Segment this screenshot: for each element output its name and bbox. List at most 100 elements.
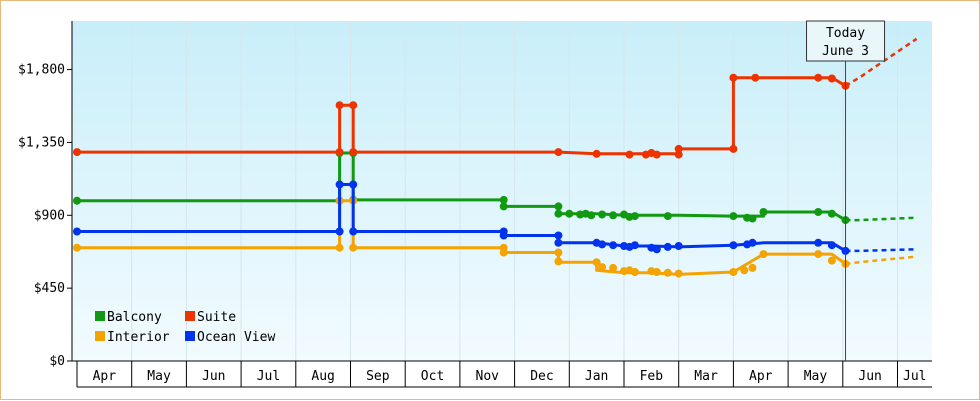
month-label: Jul — [257, 369, 280, 384]
data-point — [73, 196, 81, 205]
y-axis: $0 $450 $900 $1,350 $1,800 — [18, 21, 73, 369]
y-tick-label: $1,800 — [18, 63, 65, 78]
x-axis: Apr May Jun Jul Aug Sep Oct Nov Dec Jan Feb Mar Apr M… — [72, 360, 932, 388]
data-point — [729, 73, 738, 82]
data-point — [663, 212, 672, 221]
legend-item: Ocean View — [185, 330, 275, 345]
month-label: Jun — [202, 369, 225, 384]
data-point — [554, 209, 563, 218]
legend-label: Suite — [197, 310, 236, 325]
data-point — [592, 258, 601, 267]
data-point — [827, 241, 836, 250]
month-label: May — [804, 369, 828, 384]
data-point — [335, 148, 344, 157]
data-point — [751, 73, 760, 82]
data-point — [663, 242, 672, 251]
series-layer — [73, 37, 918, 278]
data-point — [652, 245, 661, 254]
data-point — [814, 238, 823, 247]
data-point — [554, 148, 563, 157]
legend-label: Ocean View — [197, 330, 275, 345]
data-point — [674, 150, 683, 159]
forecast-line — [845, 248, 917, 253]
legend-swatch — [95, 311, 105, 321]
data-point — [335, 101, 344, 110]
series-suite — [73, 37, 918, 159]
month-label: Nov — [476, 369, 500, 384]
data-point — [630, 268, 639, 276]
y-tick-label: $1,350 — [18, 135, 65, 150]
data-point — [814, 208, 823, 216]
data-point — [554, 202, 563, 211]
data-point — [674, 242, 683, 250]
data-point — [554, 257, 563, 266]
data-point — [73, 148, 81, 157]
data-point — [598, 240, 607, 249]
month-label: Mar — [694, 369, 718, 384]
today-label: Today — [826, 26, 865, 41]
legend-item: Suite — [185, 310, 236, 325]
data-point — [729, 212, 738, 221]
vertical-gridlines — [131, 21, 898, 361]
data-point — [652, 150, 661, 159]
month-label: Dec — [530, 369, 553, 384]
data-point — [565, 209, 574, 218]
data-point — [73, 227, 81, 236]
data-point — [748, 238, 757, 247]
data-point — [598, 263, 607, 272]
data-point — [554, 231, 563, 240]
data-point — [827, 74, 836, 83]
data-point — [729, 144, 738, 153]
data-point — [335, 227, 344, 236]
data-point — [625, 150, 634, 159]
y-tick-label: $450 — [34, 281, 65, 296]
data-point — [729, 268, 738, 276]
data-point — [674, 144, 683, 153]
data-point — [499, 202, 508, 211]
data-point — [609, 211, 618, 220]
month-label: Sep — [366, 369, 390, 384]
forecast-line — [845, 255, 917, 266]
data-point — [609, 263, 618, 272]
data-point — [554, 248, 563, 257]
month-label: Apr — [93, 369, 117, 384]
data-point — [827, 209, 836, 218]
data-point — [592, 149, 601, 158]
data-point — [554, 238, 563, 247]
today-date: June 3 — [822, 44, 869, 59]
data-point — [827, 256, 836, 265]
data-point — [759, 208, 768, 216]
month-label: May — [147, 369, 171, 384]
series-ocean-view — [73, 180, 917, 255]
data-point — [349, 148, 358, 157]
data-point — [652, 268, 661, 276]
data-point — [499, 248, 508, 257]
series-interior — [73, 196, 917, 278]
data-point — [335, 243, 344, 252]
month-label: Oct — [421, 369, 444, 384]
data-point — [587, 211, 596, 220]
data-point — [499, 231, 508, 240]
data-point — [814, 250, 823, 259]
data-point — [349, 180, 358, 189]
data-point — [814, 73, 823, 82]
forecast-line — [845, 216, 917, 222]
data-point — [759, 250, 768, 259]
data-point — [630, 241, 639, 250]
data-point — [349, 227, 358, 236]
month-label: Apr — [749, 369, 773, 384]
legend: Balcony Suite Interior Ocean View — [95, 310, 275, 345]
month-label: Jan — [585, 369, 608, 384]
month-label: Jun — [858, 369, 881, 384]
today-callout — [806, 20, 886, 62]
data-point — [748, 263, 757, 272]
legend-item: Interior — [95, 330, 170, 345]
legend-swatch — [185, 311, 195, 321]
data-point — [499, 195, 508, 204]
legend-label: Interior — [107, 330, 170, 345]
data-point — [630, 212, 639, 221]
legend-swatch — [185, 331, 195, 341]
legend-label: Balcony — [107, 310, 162, 325]
